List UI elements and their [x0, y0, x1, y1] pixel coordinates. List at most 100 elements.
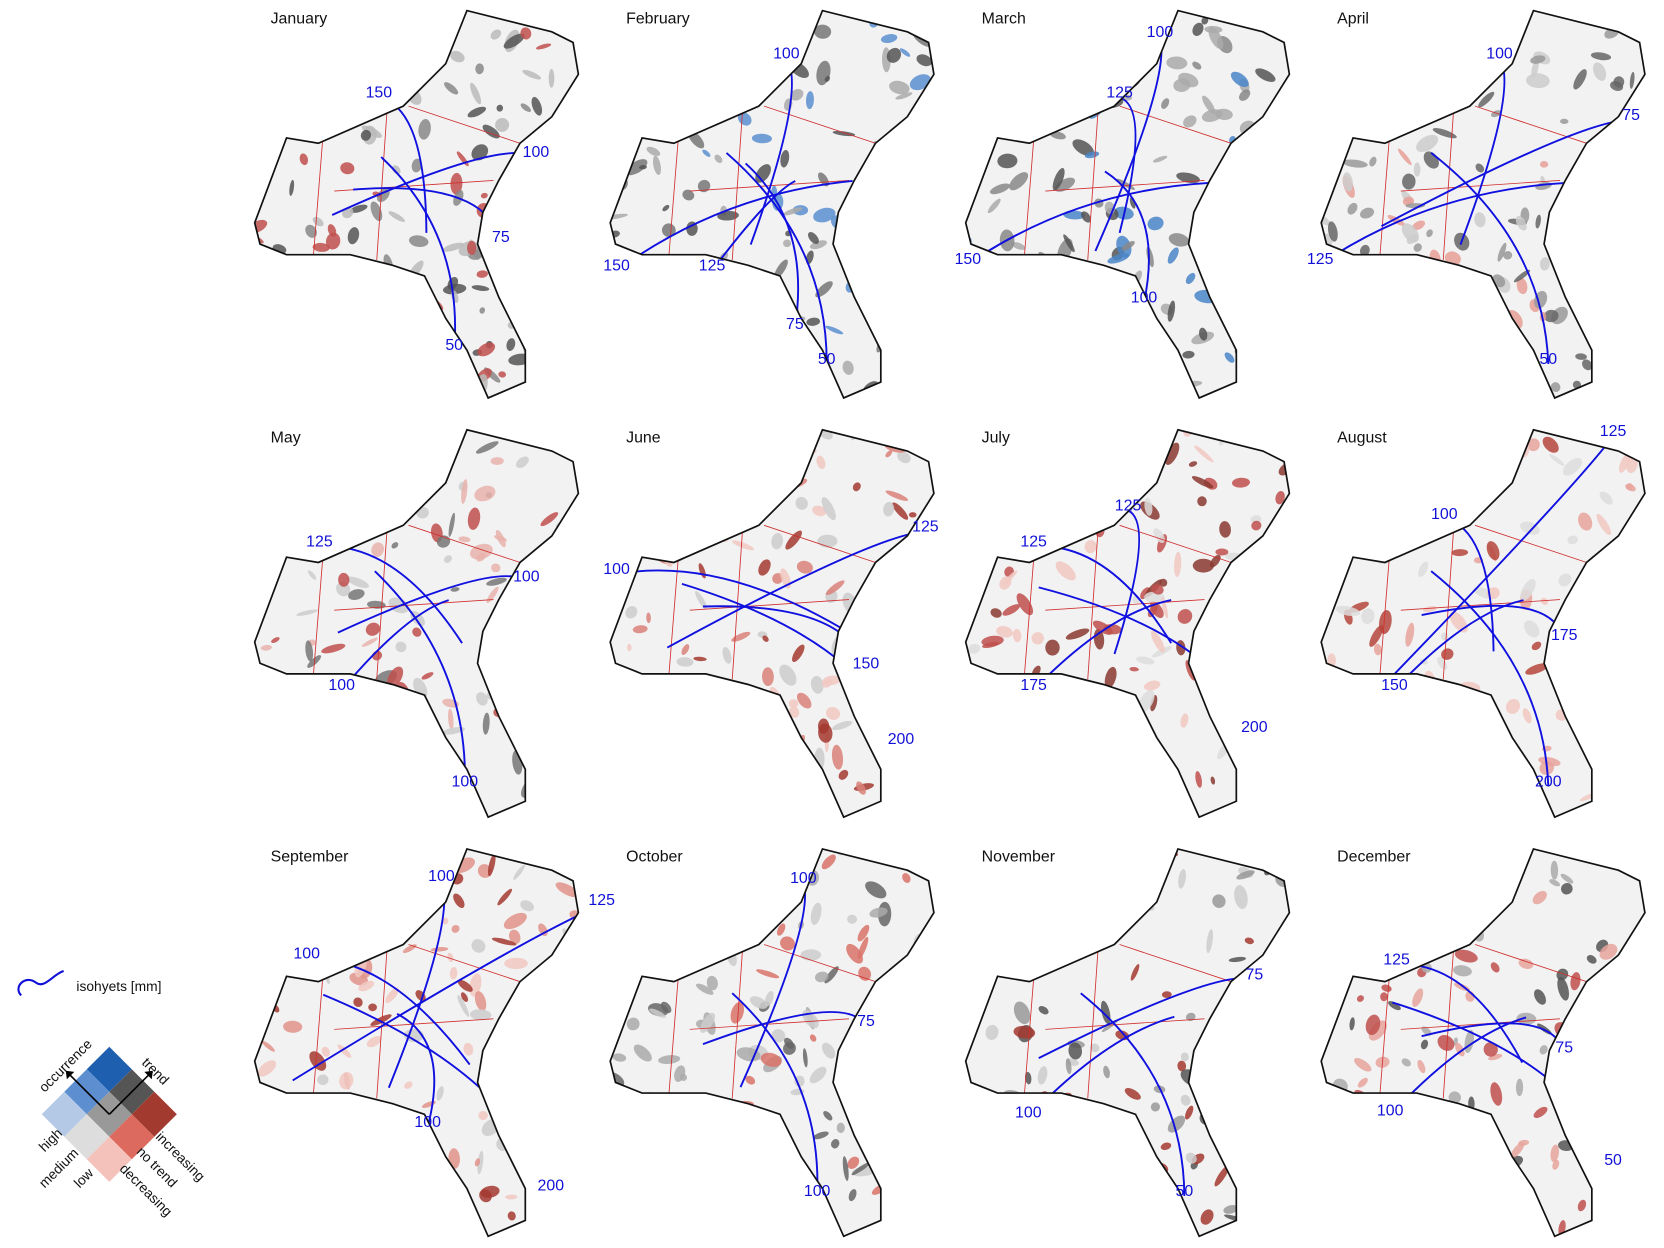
patch [1345, 743, 1370, 748]
patch [553, 592, 572, 605]
patch [1065, 628, 1090, 640]
isohyet-label: 150 [366, 85, 393, 102]
patch [1185, 1152, 1197, 1164]
patch [800, 949, 822, 961]
state-border [668, 127, 680, 261]
patch [356, 1132, 373, 1151]
patch [1113, 10, 1123, 24]
patch [897, 10, 921, 15]
patch [1275, 491, 1285, 505]
patch [984, 898, 1000, 913]
patch [783, 1041, 796, 1055]
patch [746, 689, 761, 700]
patch [436, 1086, 444, 1101]
patch [1409, 785, 1421, 799]
patch [675, 1166, 690, 1181]
patch [1376, 1161, 1391, 1171]
patch [1593, 62, 1607, 81]
patch [564, 1042, 572, 1050]
patch [777, 462, 791, 468]
patch [1035, 1218, 1047, 1236]
legend-label: isohyets [mm] [76, 979, 161, 994]
patch [1549, 879, 1561, 887]
isohyet [616, 179, 853, 272]
patch [339, 944, 353, 957]
patch [1136, 656, 1155, 665]
patch [1540, 597, 1549, 606]
patch [1051, 30, 1063, 39]
patch [877, 251, 886, 270]
patch [1355, 1207, 1373, 1224]
patch [613, 906, 624, 931]
patch [1387, 214, 1406, 226]
patch [1278, 1069, 1290, 1081]
patch [795, 496, 808, 510]
patch [1321, 918, 1329, 933]
patch [411, 158, 422, 173]
patch [649, 1008, 666, 1018]
patch [1011, 242, 1026, 250]
patch [929, 385, 934, 396]
patch [1118, 364, 1136, 382]
patch [656, 454, 675, 469]
isohyet [292, 904, 579, 1082]
patch [323, 949, 335, 962]
patch [1328, 543, 1337, 553]
patch [1043, 487, 1054, 511]
patch [1324, 954, 1339, 969]
patch [926, 681, 934, 695]
patch [1416, 134, 1439, 153]
patch [298, 77, 307, 87]
patch [387, 860, 401, 874]
patch [1350, 37, 1357, 63]
patch [1530, 55, 1546, 64]
patch [436, 368, 446, 379]
patch [309, 1051, 327, 1071]
patch [1234, 1003, 1249, 1016]
patch [451, 924, 460, 933]
state-border [1023, 965, 1036, 1099]
patch [814, 24, 832, 39]
patch [965, 802, 982, 814]
patch [1011, 317, 1027, 324]
patch [810, 902, 822, 925]
patch [788, 699, 799, 708]
patch [1110, 432, 1130, 447]
patch [420, 744, 428, 755]
patch [244, 0, 258, 9]
patch [736, 1047, 761, 1062]
patch [652, 155, 662, 176]
patch [877, 10, 892, 26]
patch [1342, 1153, 1355, 1164]
patch [687, 303, 705, 323]
state-border [376, 525, 388, 680]
patch [900, 431, 912, 443]
patch [1079, 429, 1095, 441]
patch [438, 462, 448, 475]
patch [1407, 729, 1416, 740]
patch [1400, 57, 1414, 77]
patch [1049, 336, 1064, 347]
patch [1361, 1120, 1380, 1140]
patch [1525, 663, 1549, 675]
patch [1427, 1142, 1439, 1153]
patch [527, 1070, 552, 1082]
patch [368, 685, 390, 695]
patch [1539, 257, 1550, 271]
patch [889, 80, 910, 95]
patch [717, 210, 739, 221]
patch [1369, 156, 1377, 167]
patch [662, 1125, 675, 1132]
patch [913, 1024, 927, 1045]
patch [689, 507, 703, 521]
isohyet-label: 200 [1241, 719, 1268, 736]
patch [1380, 269, 1404, 279]
patch [330, 430, 352, 439]
patch [836, 1122, 845, 1134]
state-border [1474, 524, 1603, 569]
patch [904, 774, 913, 786]
patch [660, 1001, 672, 1014]
patch [1631, 735, 1645, 751]
patch [885, 490, 909, 501]
patch [1486, 296, 1495, 305]
